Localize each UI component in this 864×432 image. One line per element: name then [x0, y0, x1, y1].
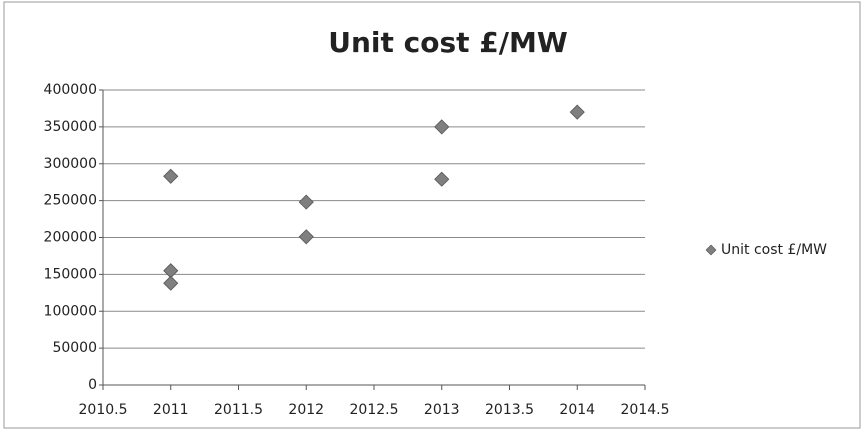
point	[298, 229, 314, 245]
x-tick-label: 2014	[559, 402, 595, 418]
x-tick-label: 2012.5	[350, 402, 399, 418]
point	[434, 119, 450, 135]
legend-marker	[705, 244, 717, 256]
y-tick-label: 100000	[44, 303, 97, 319]
y-tick-label: 50000	[52, 340, 97, 356]
y-tick-label: 300000	[44, 156, 97, 172]
point	[163, 275, 179, 291]
chart-title: Unit cost £/MW	[328, 26, 568, 59]
y-tick-label: 400000	[44, 82, 97, 98]
point	[298, 194, 314, 210]
y-tick-label: 200000	[44, 230, 97, 246]
point	[434, 171, 450, 187]
y-tick-label: 250000	[44, 193, 97, 209]
y-tick-label: 350000	[44, 119, 97, 135]
x-tick-label: 2013	[424, 402, 460, 418]
x-tick-label: 2011.5	[214, 402, 263, 418]
x-tick-label: 2011	[153, 402, 189, 418]
y-tick-label: 0	[88, 377, 97, 393]
x-tick-label: 2014.5	[621, 402, 670, 418]
legend-label: Unit cost £/MW	[721, 242, 827, 258]
x-tick-label: 2013.5	[485, 402, 534, 418]
y-tick-label: 150000	[44, 266, 97, 282]
x-tick-label: 2010.5	[79, 402, 128, 418]
point	[569, 104, 585, 120]
point	[163, 168, 179, 184]
x-tick-label: 2012	[288, 402, 324, 418]
chart-border	[3, 1, 861, 429]
